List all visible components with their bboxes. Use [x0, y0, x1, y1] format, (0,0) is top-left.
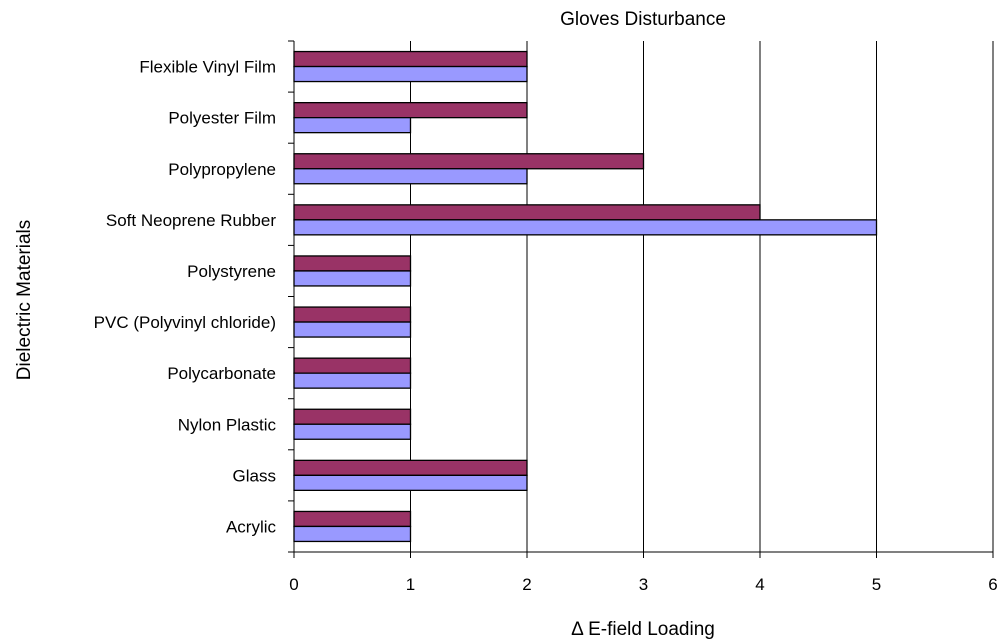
- bar: [293, 474, 528, 492]
- x-tick-label: 0: [289, 575, 298, 594]
- bar: [293, 219, 878, 236]
- x-tick-label: 2: [522, 575, 531, 594]
- y-tick-label: Glass: [233, 466, 276, 485]
- x-axis-label: Δ E-field Loading: [571, 619, 715, 640]
- bar: [293, 423, 412, 440]
- y-tick-label: Polypropylene: [168, 160, 276, 179]
- y-tick-label: Soft Neoprene Rubber: [106, 211, 276, 230]
- bar: [293, 50, 528, 68]
- y-tick-labels: Flexible Vinyl Film Polyester Film Polypro…: [94, 58, 277, 537]
- bar: [293, 168, 528, 185]
- x-tick-label: 6: [988, 575, 997, 594]
- y-tick-label: Nylon Plastic: [178, 415, 277, 434]
- bar: [293, 117, 412, 134]
- bar: [293, 65, 528, 83]
- bar: [293, 372, 412, 389]
- x-tick-label: 1: [406, 575, 415, 594]
- chart-title: Gloves Disturbance: [560, 9, 726, 30]
- bar: [293, 357, 412, 374]
- bar: [293, 153, 645, 170]
- y-tick-label: Polyester Film: [168, 109, 276, 128]
- bar: [293, 306, 412, 323]
- bar: [293, 408, 412, 425]
- x-tick-label: 3: [639, 575, 648, 594]
- bar: [293, 270, 412, 287]
- x-tick-label: 5: [872, 575, 881, 594]
- bar: [293, 102, 528, 119]
- bar: [293, 525, 412, 543]
- x-tick-label: 4: [755, 575, 764, 594]
- bar: [293, 255, 412, 272]
- y-tick-label: Polycarbonate: [167, 364, 276, 383]
- bar: [293, 459, 528, 477]
- y-tick-label: Flexible Vinyl Film: [139, 58, 276, 77]
- bar: [293, 510, 412, 528]
- y-tick-label: PVC (Polyvinyl chloride): [94, 313, 276, 332]
- bars: [293, 50, 878, 543]
- y-axis-label: Dielectric Materials: [14, 220, 35, 380]
- bar: [293, 321, 412, 338]
- y-tick-label: Polystyrene: [187, 262, 276, 281]
- x-tick-labels: 0 1 2 3 4 5 6: [289, 575, 997, 594]
- axes: [288, 40, 994, 558]
- y-tick-label: Acrylic: [226, 517, 277, 536]
- bar: [293, 204, 761, 221]
